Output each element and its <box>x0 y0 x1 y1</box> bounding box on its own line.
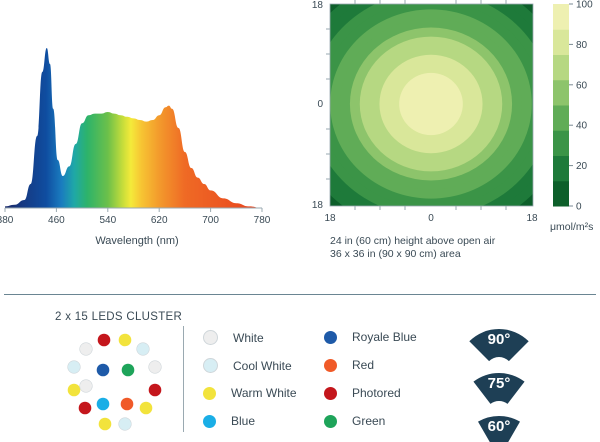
led-dot <box>136 342 150 356</box>
led-dot <box>96 363 110 377</box>
beam-angle-label: 90° <box>488 331 511 348</box>
led-dot <box>78 401 92 415</box>
led-dot <box>79 342 93 356</box>
led-dot <box>97 333 111 347</box>
spectrum-x-axis-label: Wavelength (nm) <box>95 235 178 247</box>
spectrum-x-tick-label: 620 <box>151 215 168 226</box>
colorbar-segment <box>553 29 569 55</box>
colorbar-tick-label: 40 <box>576 121 588 132</box>
legend-label: Royale Blue <box>352 330 417 344</box>
legend-swatch <box>324 358 337 372</box>
heatmap-note-area: 36 x 36 in (90 x 90 cm) area <box>330 248 461 260</box>
spectrum-x-tick-label: 380 <box>0 215 14 226</box>
led-dot <box>79 379 93 393</box>
beam-angle-badge <box>478 416 520 442</box>
heatmap-y-tick-label: 18 <box>312 200 324 211</box>
legend-label: Red <box>352 358 375 372</box>
heatmap-frame <box>329 3 534 207</box>
colorbar-tick-label: 80 <box>576 40 588 51</box>
spectrum-x-tick-label: 780 <box>254 215 271 226</box>
legend-item: Red <box>324 358 374 372</box>
colorbar-segment <box>553 105 569 131</box>
legend-swatch <box>203 358 218 373</box>
beam-angle-label: 60° <box>488 418 511 435</box>
legend-swatch <box>203 414 216 428</box>
colorbar-tick-label: 60 <box>576 80 588 91</box>
heatmap-x-tick-label: 18 <box>526 213 538 224</box>
colorbar-unit: μmol/m²s <box>550 221 593 233</box>
beam-angle-label: 75° <box>488 375 511 392</box>
heatmap-contours <box>330 4 533 206</box>
legend-item: Photored <box>324 386 401 400</box>
colorbar-tick-label: 0 <box>576 202 582 213</box>
colorbar: 0 20 40 60 80 100 <box>553 0 593 213</box>
colorbar-tick-label: 100 <box>576 0 593 11</box>
spectrum-x-tick-label: 540 <box>99 215 116 226</box>
beam-angle-badge <box>469 329 529 362</box>
legend-swatch <box>324 386 337 400</box>
led-dot <box>121 363 135 377</box>
led-dot <box>120 397 134 411</box>
led-dot <box>148 383 162 397</box>
legend-label: Green <box>352 414 386 428</box>
legend-swatch <box>324 414 337 428</box>
colorbar-segment <box>553 79 569 106</box>
legend-item: Green <box>324 414 385 428</box>
legend-swatch <box>203 330 218 345</box>
legend-label: Photored <box>352 386 401 400</box>
led-dot <box>139 401 153 415</box>
heatmap-y-tick-label: 0 <box>317 99 323 110</box>
led-dot <box>98 417 112 431</box>
colorbar-segment <box>553 54 569 81</box>
colorbar-segment <box>553 130 569 156</box>
legend-item: Blue <box>203 414 255 428</box>
legend-item: Royale Blue <box>324 330 417 344</box>
spectrum-area <box>5 48 262 208</box>
legend-label: Cool White <box>233 358 292 373</box>
heatmap-y-tick-label: 18 <box>312 0 324 11</box>
heatmap-band <box>409 82 453 126</box>
heatmap-x-tick-label: 18 <box>324 213 336 224</box>
legend-item: White <box>203 330 264 345</box>
led-dot <box>96 397 110 411</box>
led-dot <box>67 360 81 374</box>
colorbar-segment <box>553 180 569 207</box>
colorbar-segment <box>553 155 569 182</box>
colorbar-segment <box>553 4 569 30</box>
legend-label: Blue <box>231 414 256 428</box>
cluster-divider <box>183 326 184 432</box>
led-dot <box>118 417 132 431</box>
legend-swatch <box>203 386 216 400</box>
legend-item: Cool White <box>203 358 292 373</box>
spectrum-x-tick-labels: 380 460 540 620 700 780 <box>0 208 271 226</box>
spectrum-chart: 380 460 540 620 700 780 Wavelength (nm) <box>0 48 271 247</box>
legend-item: Warm White <box>203 386 297 400</box>
led-dot <box>67 383 81 397</box>
led-dot <box>118 333 132 347</box>
spectrum-x-tick-label: 700 <box>202 215 219 226</box>
heatmap-x-tick-label: 0 <box>428 213 434 224</box>
legend-label: White <box>233 330 264 345</box>
spectrum-x-tick-label: 460 <box>48 215 65 226</box>
heatmap-note-height: 24 in (60 cm) height above open air <box>330 235 496 247</box>
spectrum-area-group <box>5 48 262 208</box>
cluster-title: 2 x 15 LEDS CLUSTER <box>55 311 183 323</box>
beam-angle-badge <box>473 373 525 404</box>
legend-swatch <box>324 330 337 344</box>
section-divider <box>4 294 596 295</box>
led-cluster-diagram <box>67 333 162 431</box>
led-dot <box>148 360 162 374</box>
colorbar-tick-label: 20 <box>576 161 588 172</box>
legend-label: Warm White <box>231 386 297 400</box>
